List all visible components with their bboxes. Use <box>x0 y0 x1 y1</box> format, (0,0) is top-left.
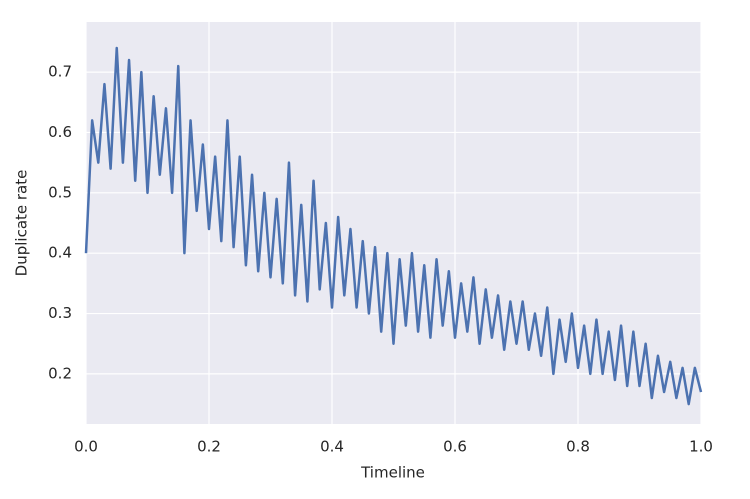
data-line <box>84 46 703 406</box>
x-tick-label: 0.6 <box>443 438 467 456</box>
y-tick-label: 0.4 <box>48 244 72 262</box>
y-tick-label: 0.6 <box>48 123 72 141</box>
x-tick-label: 0.0 <box>74 438 98 456</box>
y-tick-label: 0.7 <box>48 63 72 81</box>
x-axis-label: Timeline <box>360 464 425 482</box>
plot-area <box>86 22 701 424</box>
x-tick-label: 0.8 <box>566 438 590 456</box>
x-tick-label: 0.4 <box>320 438 344 456</box>
x-tick-label: 1.0 <box>689 438 713 456</box>
y-tick-label: 0.3 <box>48 304 72 322</box>
y-tick-label: 0.5 <box>48 183 72 201</box>
y-axis-label: Duplicate rate <box>13 170 31 277</box>
y-tick-label: 0.2 <box>48 364 72 382</box>
x-tick-label: 0.2 <box>197 438 221 456</box>
